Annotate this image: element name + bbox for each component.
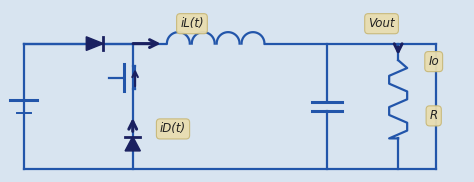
Polygon shape: [86, 37, 103, 50]
Text: Io: Io: [428, 55, 439, 68]
Text: iL(t): iL(t): [180, 17, 204, 30]
Text: iD(t): iD(t): [160, 122, 186, 135]
Polygon shape: [125, 136, 140, 151]
Text: R: R: [429, 109, 438, 122]
Text: Vout: Vout: [368, 17, 395, 30]
